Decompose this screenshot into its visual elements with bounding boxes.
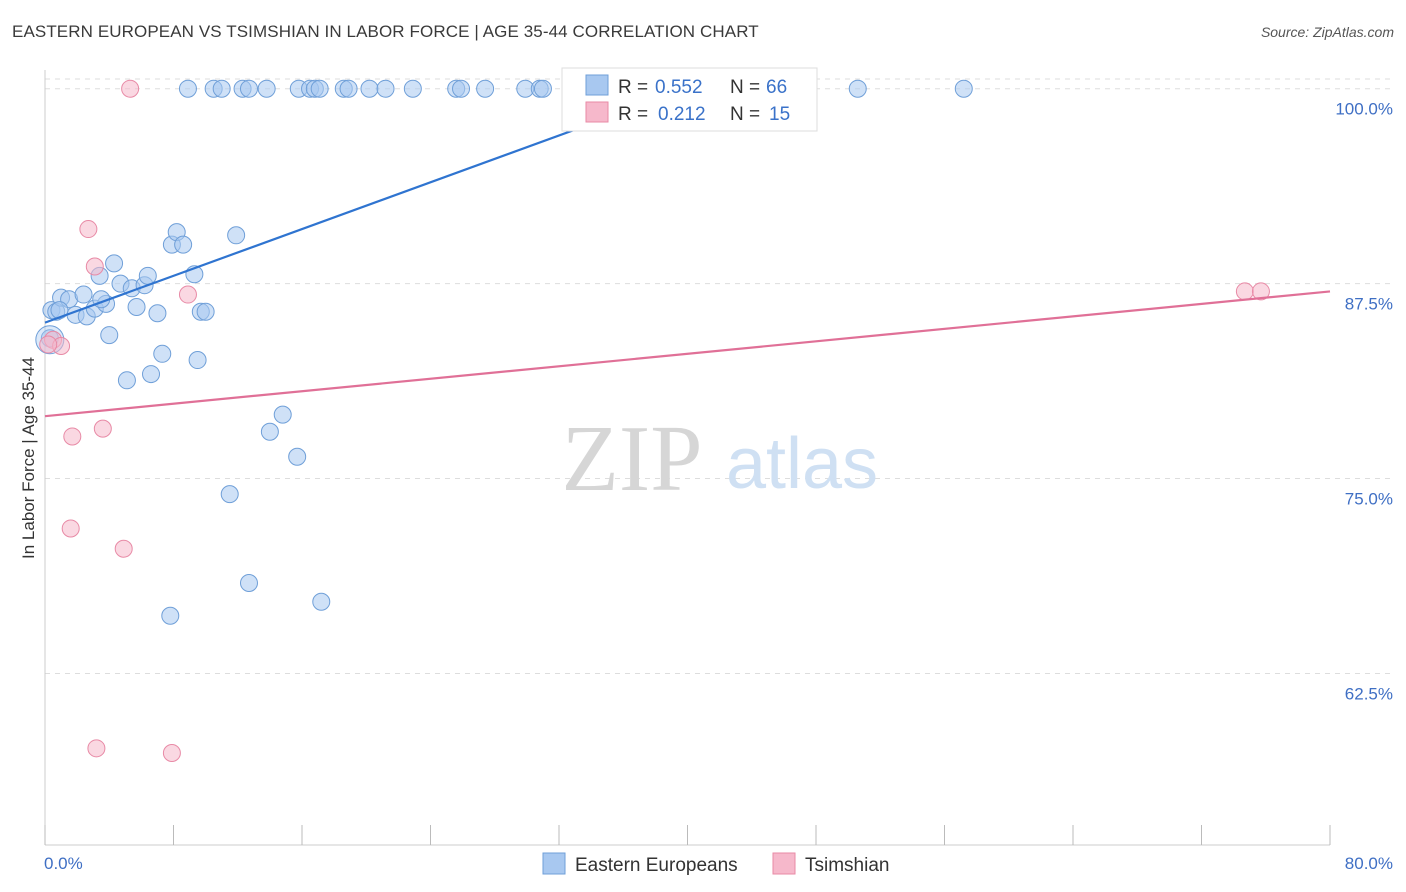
eastern-europeans-point-30 [220,485,239,504]
eastern-europeans-point-27 [188,351,207,370]
stats-swatch-pink [585,101,609,123]
eastern-europeans-point-33 [260,422,279,441]
eastern-europeans-point-50 [403,79,422,98]
tsimshian-point-11 [178,285,197,304]
eastern-europeans-point-62 [848,79,867,98]
stats-n-value-pink: 15 [769,104,790,125]
stats-n-value-blue: 66 [766,77,787,98]
eastern-europeans-point-31 [227,226,246,245]
tsimshian-point-7 [93,419,112,438]
eastern-europeans-point-20 [148,304,167,323]
tsimshian-point-5 [85,257,104,276]
axes [44,70,1331,846]
eastern-europeans-point-6 [74,285,93,304]
stats-r-label-pink: R = [618,104,648,125]
chart-title: EASTERN EUROPEAN VS TSIMSHIAN IN LABOR F… [12,22,759,41]
eastern-europeans-point-25 [174,235,193,254]
tsimshian-point-13 [1251,282,1270,301]
eastern-europeans-point-39 [212,79,231,98]
watermark: ZIP atlas [562,407,879,511]
stats-n-label-blue: N = [730,77,760,98]
legend-swatch-eastern-europeans [542,852,566,875]
tsimshian-point-6 [87,739,106,758]
eastern-europeans-point-19 [142,365,161,384]
x-tick-label-min: 0.0% [44,854,83,873]
watermark-zip: ZIP [562,407,703,511]
y-tick-label-2: 87.5% [1345,295,1393,314]
series-tsimshian [39,79,1270,762]
stats-r-value-blue: 0.552 [655,77,703,98]
watermark-atlas: atlas [726,424,878,504]
eastern-europeans-point-32 [239,574,258,593]
stats-r-value-pink: 0.212 [658,104,706,125]
series-legend: Eastern Europeans Tsimshian [542,852,889,876]
source-credit: Source: ZipAtlas.com [1260,24,1394,40]
eastern-europeans-point-14 [117,371,136,390]
x-tick-label-max: 80.0% [1345,854,1393,873]
series-eastern-europeans [35,79,973,625]
eastern-europeans-point-46 [310,79,329,98]
eastern-europeans-point-12 [105,254,124,273]
tsimshian-point-8 [114,539,133,558]
x-tick-labels: 0.0% 80.0% [44,854,1393,873]
tsimshian-point-4 [79,220,98,239]
stats-swatch-blue [585,74,609,96]
eastern-europeans-point-18 [138,266,157,285]
eastern-europeans-point-16 [127,298,146,317]
trend-lines [44,87,1331,418]
eastern-europeans-point-41 [239,79,258,98]
eastern-europeans-point-37 [178,79,197,98]
eastern-europeans-point-36 [312,592,331,611]
eastern-europeans-point-63 [954,79,973,98]
eastern-europeans-point-56 [533,79,552,98]
tsimshian-point-3 [63,427,82,446]
eastern-europeans-point-48 [339,79,358,98]
tsimshian-point-2 [61,519,80,538]
eastern-europeans-point-49 [360,79,379,98]
y-tick-labels: 62.5% 75.0% 87.5% 100.0% [1335,100,1393,704]
eastern-europeans-point-42 [257,79,276,98]
y-tick-label-3: 100.0% [1335,100,1393,119]
eastern-europeans-point-22 [161,606,180,625]
eastern-europeans-point-53 [476,79,495,98]
tsimshian-point-14 [39,335,58,354]
y-tick-label-1: 75.0% [1345,490,1393,509]
legend-swatch-tsimshian [772,852,796,875]
tsimshian-point-9 [121,79,140,98]
y-tick-label-0: 62.5% [1345,684,1393,703]
y-axis-label: In Labor Force | Age 35-44 [19,357,38,559]
eastern-europeans-point-66 [376,79,395,98]
eastern-europeans-point-34 [273,405,292,424]
eastern-europeans-point-11 [100,326,119,345]
stats-legend: R = 0.552 N = 66 R = 0.212 N = 15 [561,67,818,132]
trend-line-tsimshian [44,290,1331,418]
stats-n-label-pink: N = [730,104,760,125]
eastern-europeans-point-35 [288,447,307,466]
legend-label-tsimshian: Tsimshian [805,855,889,876]
eastern-europeans-point-52 [452,79,471,98]
eastern-europeans-point-29 [196,302,215,321]
tsimshian-point-10 [162,743,181,762]
tsimshian-point-12 [1235,282,1254,301]
eastern-europeans-point-64 [50,301,69,320]
eastern-europeans-point-21 [153,344,172,363]
legend-label-eastern-europeans: Eastern Europeans [575,855,738,876]
stats-r-label-blue: R = [618,77,648,98]
